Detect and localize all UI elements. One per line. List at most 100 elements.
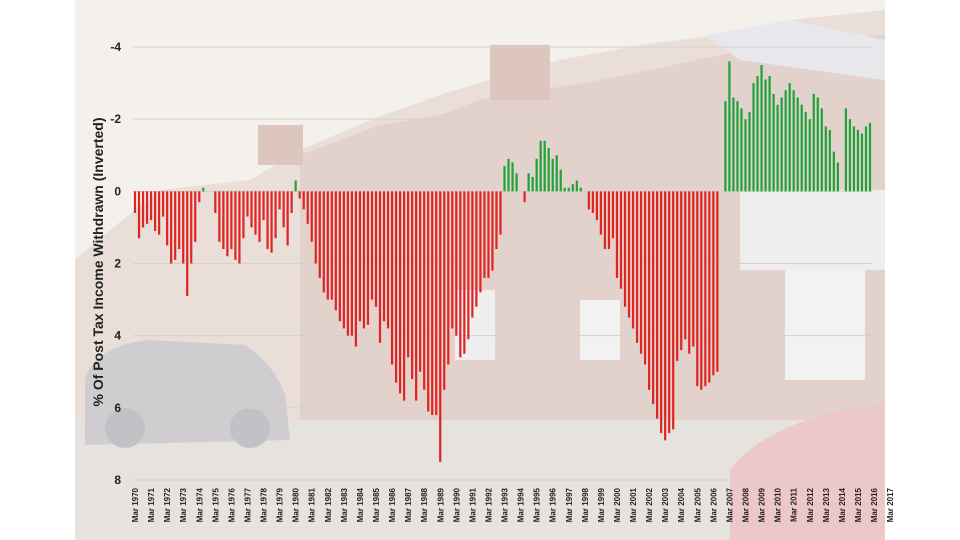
bar xyxy=(431,191,434,416)
bar xyxy=(688,191,691,354)
bar xyxy=(567,187,570,192)
bar xyxy=(531,176,534,192)
bar xyxy=(262,191,265,221)
y-axis-title: % Of Post Tax Income Withdrawn (Inverted… xyxy=(90,118,106,407)
bar xyxy=(443,191,446,390)
bar xyxy=(278,191,281,210)
x-tick-label: Mar 1991 xyxy=(468,487,477,522)
bar xyxy=(543,140,546,192)
bar xyxy=(740,108,743,192)
bar xyxy=(411,191,414,379)
bar xyxy=(286,191,289,246)
bar xyxy=(848,119,852,192)
bar xyxy=(776,104,779,192)
bar xyxy=(623,191,627,307)
bar xyxy=(358,191,362,322)
x-tick-label: Mar 2015 xyxy=(854,487,863,522)
bar xyxy=(451,191,454,329)
bar xyxy=(684,191,687,340)
bar xyxy=(643,191,647,365)
bar xyxy=(483,191,486,278)
bar xyxy=(302,191,305,210)
bar xyxy=(627,191,631,318)
bar xyxy=(756,75,759,192)
bar xyxy=(852,126,856,192)
bar xyxy=(314,191,317,264)
x-tick-label: Mar 2006 xyxy=(709,487,718,522)
bar xyxy=(788,83,791,192)
bar xyxy=(394,191,398,383)
bar xyxy=(326,191,329,300)
bar xyxy=(523,191,526,203)
bar xyxy=(844,108,847,192)
x-tick-label: Mar 1992 xyxy=(484,487,493,522)
y-tick-label: 8 xyxy=(114,473,121,487)
bar xyxy=(551,158,554,192)
bar xyxy=(370,191,374,300)
bar xyxy=(475,191,478,307)
x-tick-label: Mar 2002 xyxy=(645,487,654,522)
x-tick-label: Mar 1993 xyxy=(501,487,510,522)
x-tick-label: Mar 2011 xyxy=(790,487,799,521)
bar xyxy=(310,191,313,242)
bar xyxy=(716,191,719,372)
bar xyxy=(218,191,221,242)
x-tick-label: Mar 1978 xyxy=(260,487,269,522)
x-tick-label: Mar 2001 xyxy=(629,487,638,522)
bar xyxy=(294,180,297,192)
bar xyxy=(230,191,233,250)
bar xyxy=(495,191,498,250)
bar xyxy=(555,155,558,192)
bar xyxy=(378,191,382,343)
x-tick-label: Mar 2012 xyxy=(806,487,815,522)
bar xyxy=(290,191,293,213)
bar xyxy=(836,162,839,192)
bar xyxy=(780,97,783,192)
bar xyxy=(390,191,394,365)
y-tick-label: 4 xyxy=(114,329,121,343)
x-tick-label: Mar 2017 xyxy=(886,487,895,522)
bar xyxy=(338,191,341,322)
bar xyxy=(676,191,679,361)
y-tick-label: -2 xyxy=(110,112,121,126)
bar xyxy=(439,191,442,462)
bar xyxy=(214,191,217,213)
bar xyxy=(571,184,574,192)
bar xyxy=(366,191,370,325)
x-tick-label: Mar 1981 xyxy=(308,487,317,522)
x-tick-label: Mar 2003 xyxy=(661,487,670,522)
y-tick-label: -4 xyxy=(110,40,121,54)
bar xyxy=(792,90,795,192)
bar xyxy=(696,191,699,387)
x-tick-label: Mar 1982 xyxy=(324,487,333,522)
bar xyxy=(563,187,566,192)
bar xyxy=(242,191,245,239)
bar xyxy=(234,191,237,260)
bar xyxy=(382,191,386,322)
bar xyxy=(354,191,358,347)
bar xyxy=(174,191,177,260)
bar xyxy=(306,191,309,224)
x-tick-label: Mar 1998 xyxy=(581,487,590,522)
bar xyxy=(619,191,623,289)
x-tick-label: Mar 1972 xyxy=(163,487,172,522)
x-tick-label: Mar 2010 xyxy=(774,487,783,522)
bar xyxy=(403,191,406,401)
bar xyxy=(318,191,321,278)
bar xyxy=(350,191,353,336)
bar xyxy=(137,191,141,239)
bar xyxy=(435,191,438,416)
bar xyxy=(796,97,799,192)
bar xyxy=(820,108,823,192)
x-tick-label: Mar 1971 xyxy=(147,487,156,522)
x-tick-label: Mar 1980 xyxy=(292,487,301,522)
bar xyxy=(270,191,273,253)
bar xyxy=(708,191,711,383)
bar xyxy=(864,126,868,192)
x-tick-label: Mar 1987 xyxy=(404,487,413,522)
bar xyxy=(724,101,727,192)
bar xyxy=(467,191,470,340)
bar xyxy=(856,129,860,192)
bar xyxy=(672,191,675,430)
